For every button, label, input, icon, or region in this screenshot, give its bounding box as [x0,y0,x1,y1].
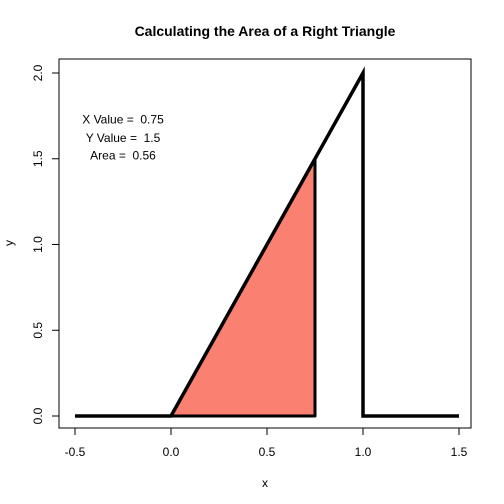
x-tick-label: 0.5 [259,445,276,459]
chart-title: Calculating the Area of a Right Triangle [135,23,396,39]
x-tick-label: -0.5 [65,445,86,459]
y-axis-label: y [2,240,16,246]
annotation-text: Y Value = 1.5 [86,131,161,145]
y-tick-label: 1.0 [31,236,45,253]
y-tick-label: 0.5 [31,322,45,339]
x-axis: -0.5 0.0 0.5 1.0 1.5 [65,427,468,459]
x-axis-label: x [262,476,268,490]
plot-area [75,66,459,418]
y-axis: 0.0 0.5 1.0 1.5 2.0 [31,64,60,424]
series-line-0 [75,66,459,418]
x-tick-label: 1.0 [355,445,372,459]
x-tick-label: 1.5 [451,445,468,459]
annotation-text: Area = 0.56 [90,148,156,162]
annotations: X Value = 0.75 Y Value = 1.5 Area = 0.56 [82,112,164,162]
y-tick-label: 0.0 [31,407,45,424]
x-tick-label: 0.0 [163,445,180,459]
annotation-text: X Value = 0.75 [82,112,164,126]
y-tick-label: 1.5 [31,150,45,167]
y-tick-label: 2.0 [31,64,45,81]
